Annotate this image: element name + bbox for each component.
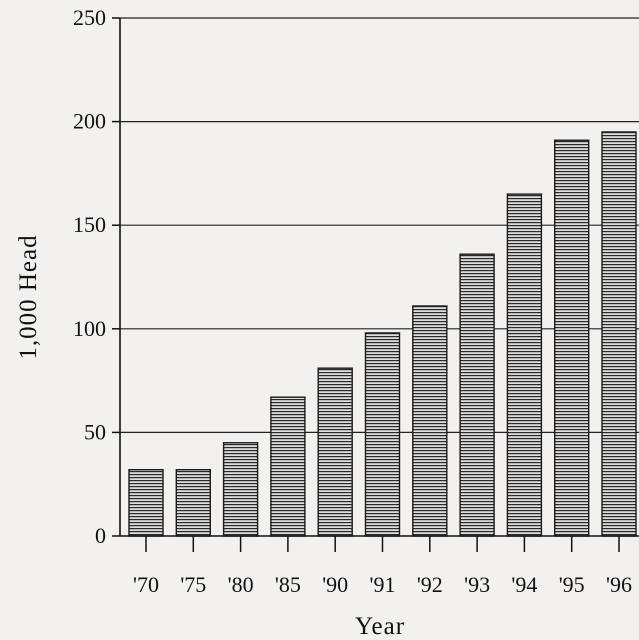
axes <box>119 18 639 552</box>
gridlines <box>112 17 639 537</box>
y-tick-label: 100 <box>73 316 106 341</box>
x-tick-label: '92 <box>417 572 443 597</box>
y-tick-labels: 0 50 100 150 200 250 <box>73 5 106 548</box>
x-tick-label: '90 <box>322 572 348 597</box>
x-tick-label: '75 <box>180 572 206 597</box>
x-tick-labels: '70 '75 '80 '85 '90 '91 '92 '93 '94 '95 '96 <box>133 572 632 597</box>
x-tick-label: '85 <box>275 572 301 597</box>
bar <box>175 468 212 537</box>
x-tick-label: '80 <box>228 572 254 597</box>
x-tick-label: '91 <box>370 572 396 597</box>
y-tick-label: 0 <box>95 523 106 548</box>
y-axis-title: 1,000 Head <box>15 234 42 359</box>
x-tick-label: '70 <box>133 572 159 597</box>
x-tick-label: '95 <box>559 572 585 597</box>
x-tick-label: '93 <box>464 572 490 597</box>
bar <box>554 139 590 537</box>
bars <box>128 131 637 537</box>
bar <box>364 332 401 537</box>
bar <box>270 396 306 537</box>
bar <box>412 305 448 537</box>
bar <box>506 193 543 537</box>
bar <box>601 131 637 537</box>
y-tick-label: 250 <box>73 5 106 30</box>
bar <box>222 442 259 537</box>
x-axis-title: Year <box>355 613 405 640</box>
bar <box>459 253 495 537</box>
x-tick-label: '96 <box>606 572 632 597</box>
bar <box>317 367 353 537</box>
y-tick-label: 200 <box>73 109 106 134</box>
y-tick-label: 50 <box>84 419 106 444</box>
bar <box>128 468 164 537</box>
y-tick-label: 150 <box>73 212 106 237</box>
x-tick-label: '94 <box>511 572 537 597</box>
